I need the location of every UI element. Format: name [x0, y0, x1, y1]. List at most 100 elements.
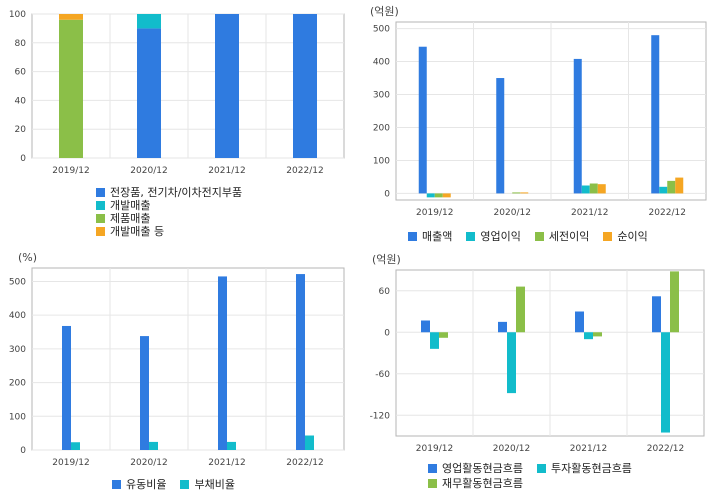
bar	[661, 332, 670, 433]
cashflow-panel: (억원) -120 -60 0 60 2019/12 2020/12 2021/12 2022…	[360, 248, 720, 496]
y-tick-label: 500	[373, 25, 390, 35]
y-tick-label: 400	[373, 58, 390, 68]
legend-swatch-orange	[603, 232, 613, 241]
legend-label: 부채비율	[194, 478, 235, 491]
legend-item: 순이익	[603, 230, 648, 243]
sales-composition-panel: 0 20 40 60 80 100 2019/12 2020/12 2021/12 2022/12…	[0, 0, 360, 248]
legend-label: 세전이익	[548, 230, 590, 243]
legend-item: 유동비율	[112, 478, 166, 491]
income-legend: 매출액 영업이익 세전이익 순이익	[408, 230, 648, 243]
x-tick-label: 2020/12	[494, 208, 531, 218]
income-chart: 0 100 200 300 400 500 2019/12 2020/12 2021/12 202…	[373, 21, 707, 218]
bar-segment	[293, 14, 317, 158]
bar	[516, 286, 525, 333]
bar	[512, 192, 521, 194]
bar	[670, 271, 679, 333]
bar-segment	[215, 14, 239, 158]
bar	[62, 325, 71, 450]
x-tick-label: 2020/12	[493, 444, 530, 454]
legend-label: 영업활동현금흐름	[442, 462, 523, 475]
bar	[498, 321, 507, 333]
bar	[667, 180, 676, 194]
x-tick-label: 2022/12	[649, 208, 686, 218]
x-tick-label: 2019/12	[416, 444, 453, 454]
x-tick-label: 2022/12	[286, 458, 323, 468]
bar	[581, 185, 590, 194]
sales-composition-legend: 전장품, 전기차/이차전지부품 개발매출 제품매출 개발매출 등	[96, 186, 242, 238]
sales-composition-chart: 0 20 40 60 80 100 2019/12 2020/12 2021/12 2022/12	[9, 10, 345, 176]
bar-segment	[137, 28, 161, 159]
y-tick-label: 400	[9, 311, 26, 321]
legend-swatch-cyan	[96, 201, 105, 210]
legend-swatch-cyan	[536, 464, 546, 473]
legend-swatch-green	[428, 479, 437, 488]
bar	[439, 332, 448, 338]
bar	[520, 192, 529, 194]
ratio-legend: 유동비율 부채비율	[112, 478, 235, 491]
x-tick-label: 2021/12	[570, 444, 607, 454]
bar	[496, 78, 505, 194]
y-tick-label: 100	[373, 156, 390, 166]
bar	[227, 441, 236, 450]
bar	[507, 332, 516, 394]
y-tick-label: 200	[9, 379, 26, 389]
cashflow-unit-label: (억원)	[372, 253, 401, 266]
bar	[589, 183, 598, 194]
x-tick-label: 2019/12	[416, 208, 453, 218]
income-unit-label: (억원)	[370, 5, 399, 18]
legend-label: 순이익	[617, 230, 648, 243]
bar-segment	[137, 14, 161, 29]
bar	[421, 320, 430, 333]
y-tick-label: 40	[15, 96, 27, 106]
y-tick-label: 300	[9, 345, 26, 355]
bar	[575, 311, 584, 333]
y-tick-label: 300	[373, 91, 390, 101]
legend-swatch-blue	[112, 480, 121, 489]
ratio-panel: (%) 0 100 200 300 400 500 2019/12 2020/12 2021/1…	[0, 248, 360, 496]
y-tick-label: 20	[15, 125, 27, 135]
x-tick-label: 2021/12	[208, 458, 245, 468]
bar	[593, 332, 602, 337]
legend-label: 유동비율	[126, 478, 167, 491]
bar	[430, 332, 439, 349]
bar	[296, 274, 305, 450]
legend-swatch-green	[534, 232, 544, 241]
y-tick-label: 80	[15, 39, 27, 49]
bar	[305, 435, 314, 450]
bar	[675, 177, 684, 194]
y-tick-label: 0	[384, 189, 390, 199]
legend-item: 재무활동현금흐름	[428, 477, 523, 490]
legend-item: 제품매출	[96, 212, 242, 225]
legend-swatch-blue	[96, 188, 105, 197]
legend-label: 투자활동현금흐름	[550, 462, 632, 475]
legend-label: 영업이익	[480, 230, 521, 243]
x-tick-label: 2022/12	[647, 444, 684, 454]
legend-swatch-cyan	[466, 232, 476, 241]
legend-item: 전장품, 전기차/이차전지부품	[96, 186, 242, 199]
bar	[652, 296, 661, 333]
cashflow-legend: 영업활동현금흐름 투자활동현금흐름 재무활동현금흐름	[428, 462, 632, 490]
x-tick-label: 2019/12	[52, 166, 89, 176]
bar	[651, 35, 660, 194]
y-tick-label: 100	[9, 412, 26, 422]
legend-swatch-green	[96, 214, 105, 223]
legend-swatch-cyan	[180, 480, 190, 489]
bar	[584, 332, 593, 340]
y-tick-label: -120	[370, 411, 391, 421]
legend-item: 개발매출 등	[96, 225, 242, 238]
bar	[140, 336, 149, 450]
y-tick-label: 100	[9, 10, 26, 20]
y-tick-label: 60	[15, 68, 27, 78]
legend-item: 매출액	[408, 230, 452, 243]
y-tick-label: -60	[375, 370, 390, 380]
legend-label: 매출액	[422, 230, 453, 243]
legend-label: 제품매출	[110, 212, 151, 225]
y-tick-label: 200	[373, 123, 390, 133]
legend-label: 개발매출	[110, 199, 151, 212]
x-tick-label: 2019/12	[52, 458, 89, 468]
legend-item: 부채비율	[180, 478, 235, 491]
legend-swatch-blue	[428, 464, 437, 473]
ratio-unit-label: (%)	[18, 251, 38, 264]
x-tick-label: 2021/12	[571, 208, 608, 218]
y-tick-label: 0	[20, 446, 26, 456]
